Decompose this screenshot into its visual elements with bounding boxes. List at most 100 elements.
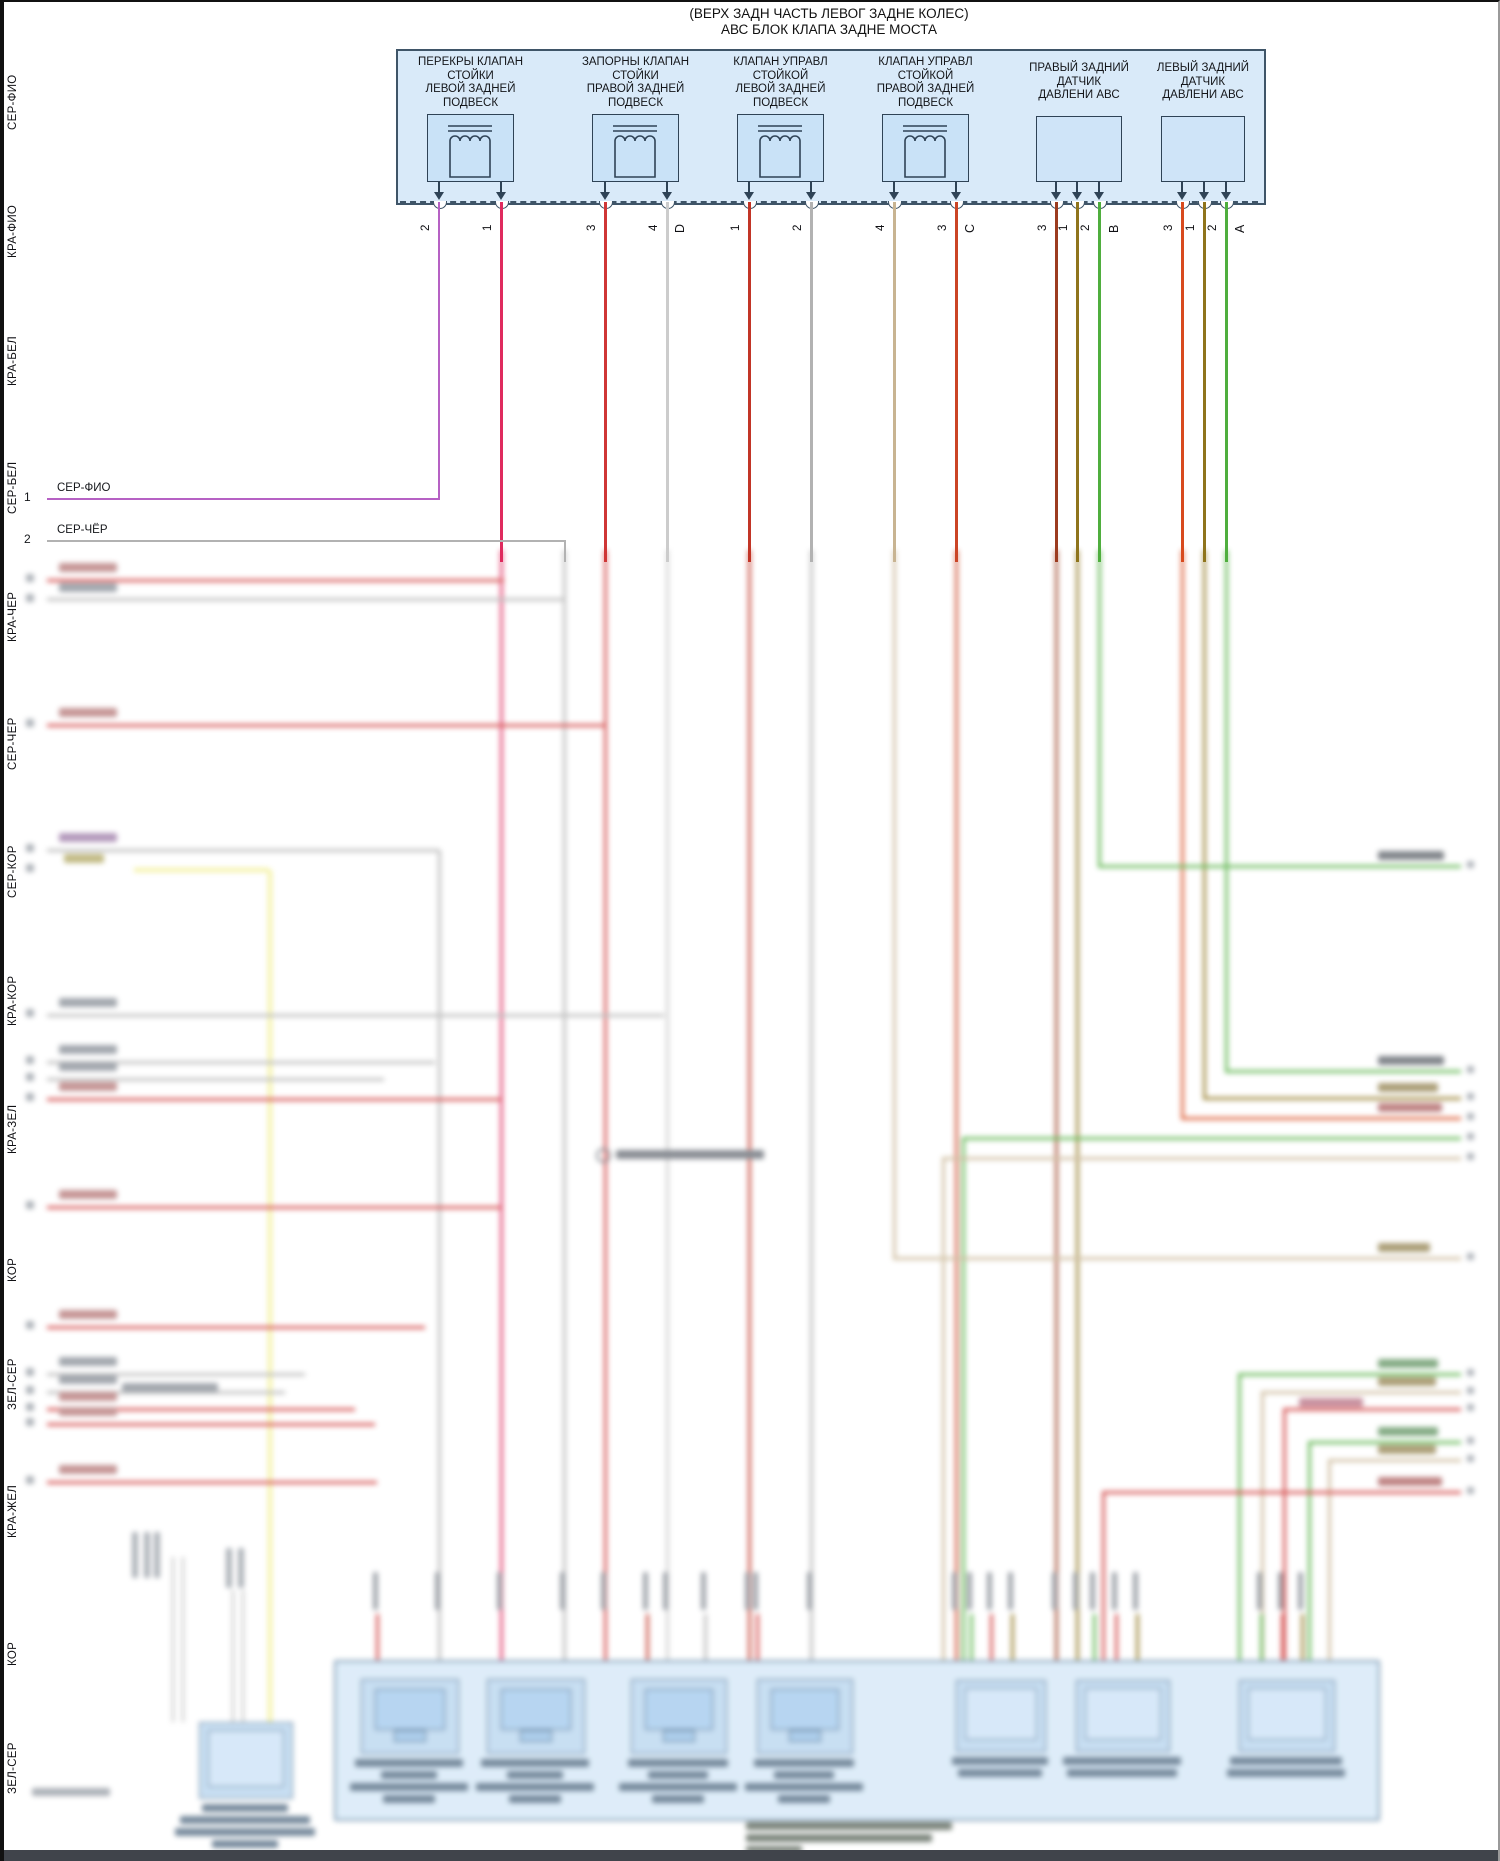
blurred-text-bar <box>59 833 117 842</box>
blurred-wire-segment <box>438 850 441 1692</box>
blurred-text-bar <box>26 1009 34 1017</box>
component-label-line: ЛЕВОЙ ЗАДНЕЙ <box>735 83 826 95</box>
blurred-wire-segment <box>47 1391 285 1394</box>
component-label-line: ПРАВОЙ ЗАДНЕЙ <box>876 83 975 95</box>
blurred-wire-segment <box>268 870 272 1727</box>
blurred-wire-segment <box>704 1614 707 1662</box>
blurred-text-bar <box>59 1190 117 1199</box>
right-edge-tick <box>1467 1093 1474 1100</box>
sensor-left-rear-pressure-label: ЛЕВЫЙ ЗАДНИЙ ДАТЧИК ДАВЛЕНИ АВС <box>1118 62 1288 103</box>
blurred-text-bar <box>226 1548 232 1588</box>
blurred-wire-segment <box>810 550 813 1692</box>
blurred-wire-segment <box>1011 1614 1014 1662</box>
blurred-text-bar <box>59 583 117 592</box>
valve-left-rear-control-symbol <box>737 114 824 182</box>
blurred-wire-segment <box>47 1061 435 1064</box>
bottom-component-box-4-label-bar <box>754 1759 854 1767</box>
wire-segment <box>810 202 813 562</box>
bottom-component-box-2-label-bar <box>481 1759 589 1767</box>
bottom-component-box-3-label-bar <box>628 1759 728 1767</box>
pin-arrow-line <box>893 182 895 193</box>
bottom-bar <box>4 1850 1498 1861</box>
blurred-text-bar <box>746 1834 932 1842</box>
pin-arrowhead <box>1072 192 1082 200</box>
component-label-line: ПОДВЕСК <box>607 96 664 109</box>
left-row-wire-name: СЕР-ЧЁР <box>57 524 108 536</box>
blurred-wire-segment <box>666 550 669 1692</box>
blurred-pin-label-bar <box>373 1572 378 1610</box>
pin-arrowhead <box>600 192 610 200</box>
blurred-text-bar <box>238 1548 244 1588</box>
right-edge-tick <box>1467 1133 1474 1140</box>
bottom-component-box-6-label-bar <box>1067 1769 1177 1777</box>
bottom-left-sensor-box-label-bar <box>202 1804 288 1812</box>
component-label-line: ПЕРЕКРЫ КЛАПАН <box>417 56 524 68</box>
blurred-wire-segment <box>47 1098 501 1101</box>
bottom-component-box-4-screen <box>771 1689 839 1730</box>
blurred-pin-label-bar <box>701 1572 706 1610</box>
blurred-text-bar <box>1378 851 1444 860</box>
pin-arrow-line <box>666 182 668 193</box>
blurred-wire-segment <box>942 1157 945 1662</box>
component-label-line: ПРАВЫЙ ЗАДНИЙ <box>1029 62 1129 74</box>
wire-segment <box>500 202 503 562</box>
blurred-text-bar <box>26 844 34 852</box>
blurred-wire-segment <box>1308 1441 1461 1444</box>
bottom-component-box-7-face <box>1248 1688 1326 1740</box>
blurred-wire-segment <box>1181 1117 1461 1120</box>
bottom-component-box-3-label-bar <box>648 1771 708 1779</box>
blurred-pin-label-bar <box>560 1572 565 1610</box>
component-label-line: ЛЕВОЙ ЗАДНЕЙ <box>425 83 516 95</box>
pin-arrow-line <box>748 182 750 193</box>
blurred-wire-segment <box>1328 1459 1461 1462</box>
bottom-component-box-3-screen <box>645 1689 713 1730</box>
blurred-wire-segment <box>1203 550 1206 1099</box>
blurred-text-bar <box>1299 1398 1363 1407</box>
bottom-component-box-2-label-bar <box>507 1771 563 1779</box>
blurred-pin-label-bar <box>952 1572 957 1610</box>
bottom-component-box-1-screen <box>375 1689 445 1730</box>
valve-left-rear-control-label: КЛАПАН УПРАВЛ СТОЙКОЙ ЛЕВОЙ ЗАДНЕЙ ПОДВЕСК <box>696 56 866 110</box>
blurred-text-bar <box>59 563 117 572</box>
pin-arrow-line <box>955 182 957 193</box>
valve-right-rear-lock-symbol <box>592 114 679 182</box>
component-label-line: КЛАПАН УПРАВЛ <box>733 56 828 68</box>
blurred-text-bar <box>59 1045 117 1054</box>
blurred-text-bar <box>26 1201 34 1209</box>
solenoid-coil-icon <box>613 125 657 178</box>
bottom-component-box-7-label-bar <box>1227 1769 1345 1777</box>
blurred-wire-segment <box>242 1590 244 1722</box>
bottom-component-box-2-label-bar <box>509 1795 561 1803</box>
sensor-right-rear-pressure-symbol <box>1036 116 1122 182</box>
pin-arrowhead <box>662 192 672 200</box>
blurred-text-bar <box>1378 1445 1436 1454</box>
pin-arrowhead <box>1177 192 1187 200</box>
left-row-number: 1 <box>24 490 31 504</box>
blurred-text-bar <box>59 1407 117 1416</box>
pin-arrowhead <box>1051 192 1061 200</box>
bottom-component-box-6-label-bar <box>1063 1757 1181 1765</box>
blurred-wire-segment <box>1098 550 1101 867</box>
blurred-wire-segment <box>955 550 958 1692</box>
bottom-component-box-7-label-bar <box>1230 1757 1342 1765</box>
bottom-left-sensor-box-label-bar <box>180 1816 310 1824</box>
blurred-wire-segment <box>1093 1614 1096 1662</box>
blurred-wire-segment <box>604 550 607 1692</box>
solenoid-coil-icon <box>448 125 492 178</box>
blurred-pin-label-bar <box>987 1572 992 1610</box>
bottom-component-box-3-label-bar <box>619 1783 737 1791</box>
pin-arrowhead <box>434 192 444 200</box>
bottom-left-sensor-box-label-bar <box>175 1828 315 1836</box>
blurred-wire-segment <box>1076 550 1079 1662</box>
bottom-component-box-2-base <box>520 1730 552 1742</box>
header-note: (ВЕРХ ЗАДН ЧАСТЬ ЛЕВОГ ЗАДНЕ КОЛЕС) <box>689 6 969 21</box>
blurred-wire-segment <box>990 1614 993 1662</box>
blurred-wire-segment <box>500 550 503 1692</box>
blurred-text-bar <box>59 998 117 1007</box>
blurred-text-bar <box>746 1822 952 1830</box>
blurred-text-bar <box>1378 1103 1442 1112</box>
bottom-component-box-5-label-bar <box>958 1769 1042 1777</box>
component-label-line: ЛЕВЫЙ ЗАДНИЙ <box>1156 62 1250 74</box>
valve-right-rear-control-label: КЛАПАН УПРАВЛ СТОЙКОЙ ПРАВОЙ ЗАДНЕЙ ПОДВЕСК <box>841 56 1011 110</box>
wire-segment <box>893 202 896 562</box>
